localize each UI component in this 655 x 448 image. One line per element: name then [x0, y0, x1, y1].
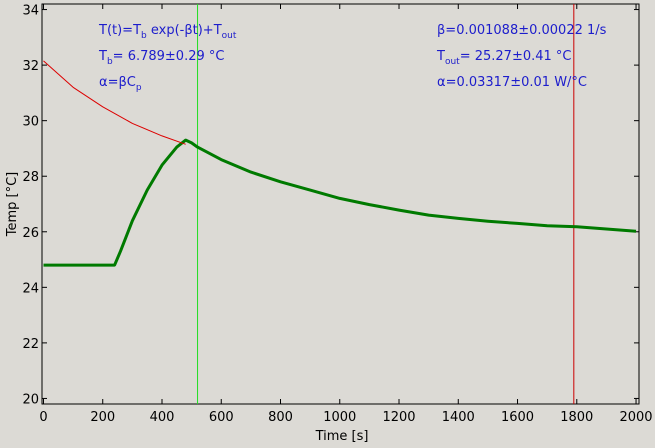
y-tick-label: 20: [22, 392, 39, 407]
y-tick-label: 34: [22, 4, 39, 19]
measured-temperature-line: [43, 138, 637, 267]
annotation-part: p: [136, 83, 142, 93]
x-tick-label: 1200: [382, 410, 415, 425]
annotation-line: T(t)=Tb exp(-βt)+Tout: [98, 23, 237, 41]
x-tick-label: 800: [268, 410, 293, 425]
y-tick-label: 26: [22, 226, 39, 241]
annotation-part: β=0.001088±0.00022 1/s: [437, 23, 607, 38]
fit-curve-line: [43, 60, 186, 145]
x-tick-label: 400: [150, 410, 175, 425]
vertical-markers: [197, 4, 575, 404]
x-tick-label: 1000: [323, 410, 356, 425]
y-tick-label: 30: [22, 115, 39, 130]
y-tick-label: 22: [22, 337, 39, 352]
annotation-part: T: [98, 49, 107, 64]
annotation-line: α=βCp: [99, 75, 142, 93]
x-tick-label: 600: [209, 410, 234, 425]
annotation-part: = 25.27±0.41 °C: [460, 49, 572, 64]
annotation-part: out: [222, 31, 237, 41]
axis-ticks: 0 200 400 600 800 1000 1200 1400 1600 1800 2000 20 2…: [22, 4, 652, 425]
annotation-part: = 6.789±0.29 °C: [113, 49, 225, 64]
annotation-part: b: [107, 57, 113, 67]
plot-area: [41, 3, 640, 405]
y-axis-label: Temp [°C]: [5, 172, 20, 238]
annotation-part: α=0.03317±0.01 W/°C: [437, 75, 587, 90]
annotation-part: out: [445, 57, 460, 67]
annotation-part: exp(-βt)+T: [147, 23, 222, 38]
annotation-part: T(t)=T: [98, 23, 141, 38]
x-tick-label: 1600: [501, 410, 534, 425]
x-axis-label: Time [s]: [315, 429, 369, 444]
x-tick-label: 2000: [619, 410, 652, 425]
annotation-part: α=βC: [99, 75, 136, 90]
annotation-part: T: [436, 49, 445, 64]
y-tick-label: 24: [22, 281, 39, 296]
x-tick-label: 0: [39, 410, 47, 425]
annotation-line: β=0.001088±0.00022 1/s: [437, 23, 607, 38]
x-tick-label: 200: [90, 410, 115, 425]
x-tick-label: 1400: [442, 410, 475, 425]
x-tick-label: 1800: [560, 410, 593, 425]
y-tick-label: 28: [22, 170, 39, 185]
annotation-line: α=0.03317±0.01 W/°C: [437, 75, 587, 90]
annotation-part: b: [141, 31, 147, 41]
y-tick-label: 32: [22, 59, 39, 74]
annotation-line: Tout= 25.27±0.41 °C: [436, 49, 572, 67]
annotation-line: Tb= 6.789±0.29 °C: [98, 49, 224, 67]
series-lines: [43, 60, 637, 267]
